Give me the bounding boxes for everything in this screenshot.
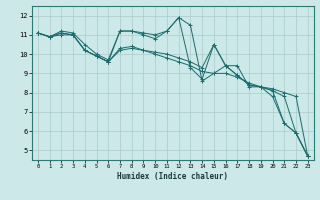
X-axis label: Humidex (Indice chaleur): Humidex (Indice chaleur) bbox=[117, 172, 228, 181]
